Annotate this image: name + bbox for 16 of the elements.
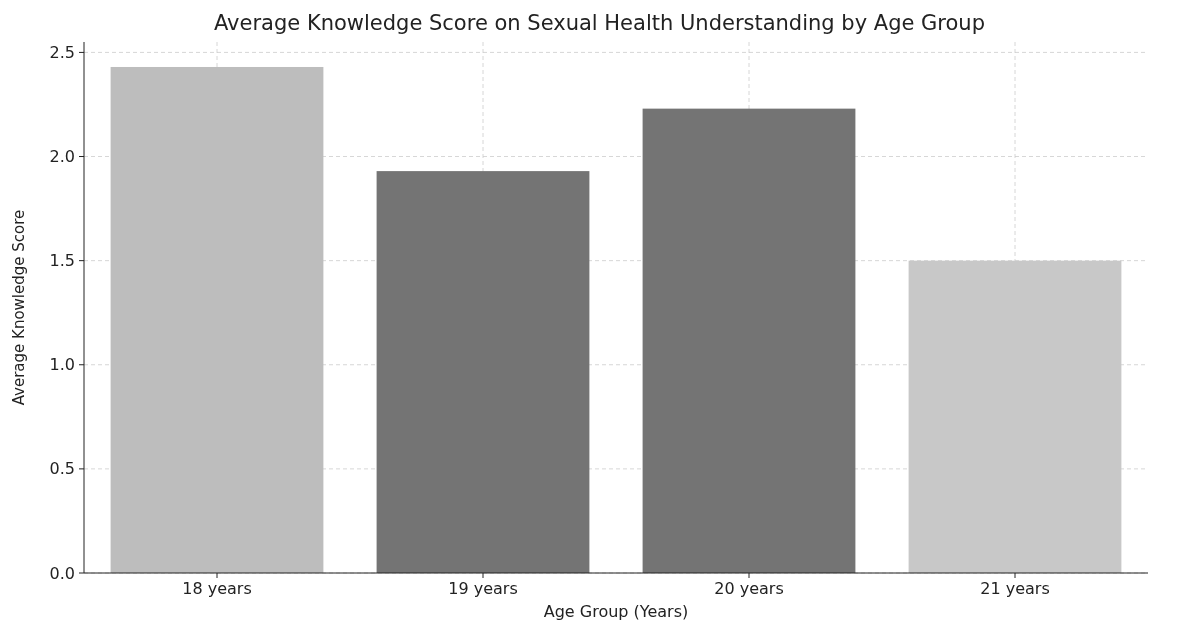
bar: [110, 66, 324, 573]
y-tick-label: 2.5: [49, 43, 75, 63]
x-tick-label: 18 years: [182, 579, 252, 598]
y-tick-label: 2.0: [49, 147, 75, 167]
x-tick-label: 21 years: [980, 579, 1050, 598]
bar: [642, 108, 856, 573]
chart-title: Average Knowledge Score on Sexual Health Understanding by Age Group: [213, 11, 986, 35]
y-tick-label: 1.5: [49, 251, 75, 271]
y-tick-label: 1.0: [49, 355, 75, 375]
x-tick-label: 19 years: [448, 579, 518, 598]
x-axis-title: Age Group (Years): [543, 602, 689, 621]
y-tick-label: 0.5: [49, 459, 75, 479]
bar: [376, 171, 590, 573]
x-tick-label: 20 years: [714, 579, 784, 598]
y-axis-title: Average Knowledge Score: [10, 209, 28, 406]
y-tick-label: 0.0: [49, 563, 75, 583]
